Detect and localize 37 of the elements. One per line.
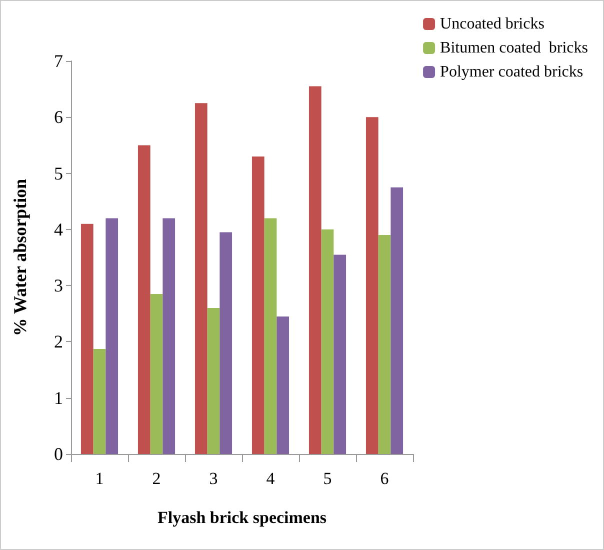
y-tick-label: 2: [54, 332, 63, 352]
y-tick-label: 0: [54, 444, 63, 464]
y-tick-label: 1: [54, 388, 63, 408]
y-axis-title: % Water absorption: [10, 178, 30, 336]
legend-label: Bitumen coated bricks: [440, 40, 588, 56]
bar: [378, 235, 391, 454]
bar: [220, 232, 232, 454]
bar: [93, 349, 106, 454]
x-tick-label: 5: [323, 469, 332, 488]
bar: [138, 145, 150, 454]
x-tick-label: 2: [152, 469, 161, 488]
bar: [264, 218, 277, 454]
bar: [207, 308, 220, 454]
bar: [334, 254, 346, 454]
legend-label: Uncoated bricks: [440, 16, 544, 32]
x-tick-label: 1: [95, 469, 104, 488]
bar: [308, 86, 322, 454]
bar: [106, 218, 118, 454]
legend-label: Polymer coated bricks: [440, 64, 584, 80]
bar: [150, 294, 163, 454]
bar: [162, 218, 176, 454]
y-tick-label: 6: [54, 107, 63, 128]
x-tick-label: 4: [266, 469, 276, 488]
bar: [80, 224, 94, 454]
bar: [366, 117, 378, 454]
bar: [390, 187, 404, 454]
bar: [321, 229, 334, 454]
x-tick-label: 6: [380, 469, 389, 488]
x-axis-title: Flyash brick specimens: [157, 508, 327, 527]
y-tick-label: 3: [54, 276, 63, 296]
bar: [194, 103, 208, 454]
y-tick-label: 7: [54, 51, 63, 71]
bar: [252, 156, 264, 454]
y-tick-label: 5: [54, 163, 63, 184]
bar: [276, 316, 290, 454]
x-tick-label: 3: [209, 469, 218, 488]
y-tick-label: 4: [54, 219, 63, 240]
